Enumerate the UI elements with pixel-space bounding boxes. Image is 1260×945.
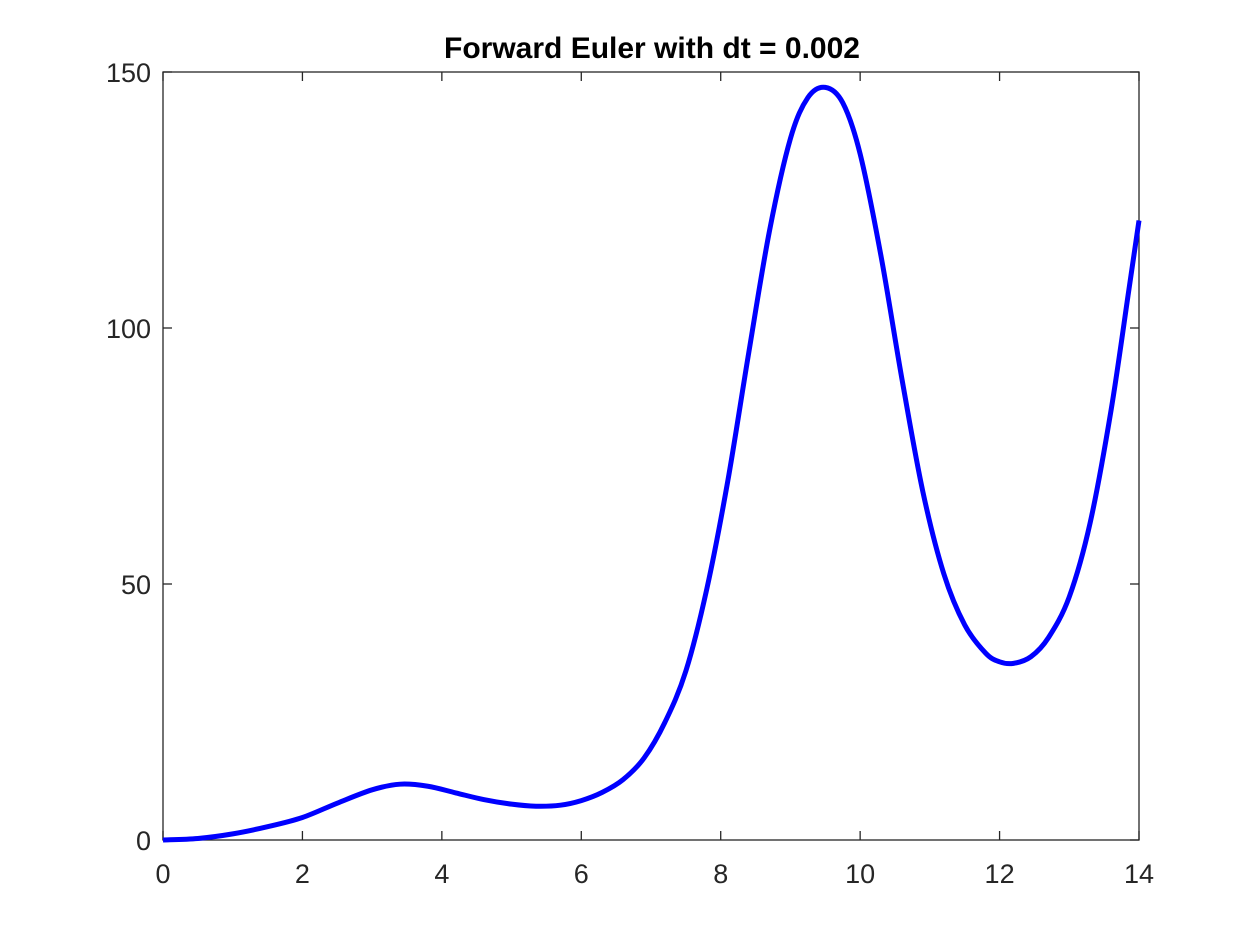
- x-tick-label: 0: [155, 859, 170, 889]
- axes: 0 2 4 6 8 10 12 14 0 50 100 150: [106, 58, 1154, 889]
- chart-title: Forward Euler with dt = 0.002: [444, 32, 860, 65]
- x-tick-label: 10: [845, 859, 875, 889]
- x-tick-label: 8: [713, 859, 728, 889]
- x-tick-label: 14: [1124, 859, 1154, 889]
- series-layer: [162, 84, 1142, 843]
- plot-area-frame: [162, 71, 1140, 841]
- y-tick-label: 0: [136, 826, 151, 856]
- x-tick-label: 4: [434, 859, 449, 889]
- y-tick-label: 150: [106, 58, 151, 88]
- y-tick-label: 50: [121, 570, 151, 600]
- y-tick-label: 100: [106, 314, 151, 344]
- x-tick-label: 6: [574, 859, 589, 889]
- x-tick-label: 2: [295, 859, 310, 889]
- x-tick-label: 12: [985, 859, 1015, 889]
- series-line: [162, 84, 1142, 843]
